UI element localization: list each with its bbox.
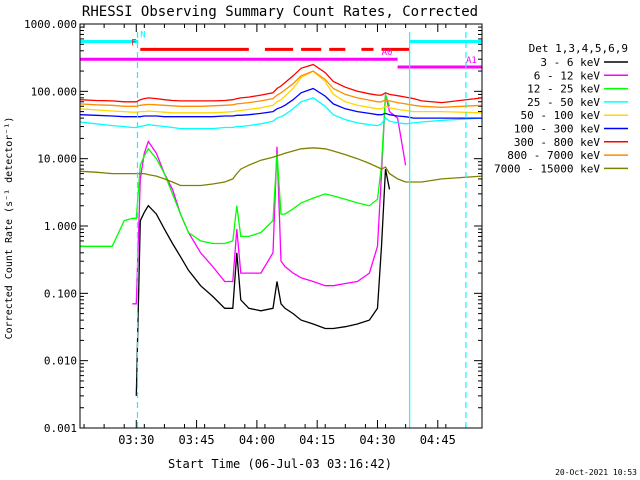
y-tick-label: 10.000	[37, 153, 77, 166]
series-line	[79, 97, 483, 130]
flag-label: A0	[382, 48, 393, 58]
legend-label: 800 - 7000 keV	[507, 149, 600, 162]
legend-label: 100 - 300 keV	[514, 123, 600, 136]
series-line	[79, 70, 483, 108]
x-tick-label: 04:45	[420, 433, 456, 447]
series-line	[135, 168, 391, 396]
x-tick-label: 03:45	[179, 433, 215, 447]
legend-label: 7000 - 15000 keV	[494, 162, 600, 175]
y-tick-label: 0.001	[44, 422, 77, 435]
series-line	[79, 87, 482, 119]
legend-label: 3 - 6 keV	[540, 56, 600, 69]
flag-label: F	[131, 38, 136, 48]
flag-label: A1	[466, 56, 477, 66]
series-line	[79, 63, 483, 104]
legend-label: 6 - 12 keV	[534, 69, 601, 82]
marker-layer	[136, 32, 467, 428]
y-tick-label: 1.000	[44, 220, 77, 233]
legend-label: 300 - 800 keV	[514, 136, 600, 149]
flag-label: N	[140, 30, 145, 40]
y-tick-label: 100.000	[31, 85, 77, 98]
legend-title: Det 1,3,4,5,6,9	[529, 42, 628, 55]
legend-label: 12 - 25 keV	[527, 83, 600, 96]
x-tick-label: 04:00	[239, 433, 275, 447]
x-tick-label: 04:30	[359, 433, 395, 447]
chart-title: RHESSI Observing Summary Count Rates, Co…	[82, 4, 478, 20]
flag-layer: NF A0 A1	[80, 30, 482, 69]
y-tick-label: 0.100	[44, 287, 77, 300]
tick-layer: 1000.000 100.000 10.000 1.000 0.100 0.010 0.00…	[24, 18, 482, 447]
series-line	[79, 147, 483, 187]
timestamp: 20-Oct-2021 10:53	[555, 468, 637, 477]
legend-label: 50 - 100 keV	[521, 109, 601, 122]
series-layer	[79, 63, 483, 396]
y-axis-label: Corrected Count Rate (s⁻¹ detector⁻¹)	[4, 117, 15, 340]
series-line	[80, 94, 391, 247]
x-tick-label: 04:15	[299, 433, 335, 447]
x-tick-label: 03:30	[118, 433, 154, 447]
plot-frame	[79, 23, 483, 429]
y-tick-label: 1000.000	[24, 18, 77, 31]
x-axis-label: Start Time (06-Jul-03 03:16:42)	[168, 457, 392, 471]
series-line	[79, 70, 483, 114]
y-tick-label: 0.010	[44, 355, 77, 368]
legend-label: 25 - 50 keV	[527, 96, 600, 109]
